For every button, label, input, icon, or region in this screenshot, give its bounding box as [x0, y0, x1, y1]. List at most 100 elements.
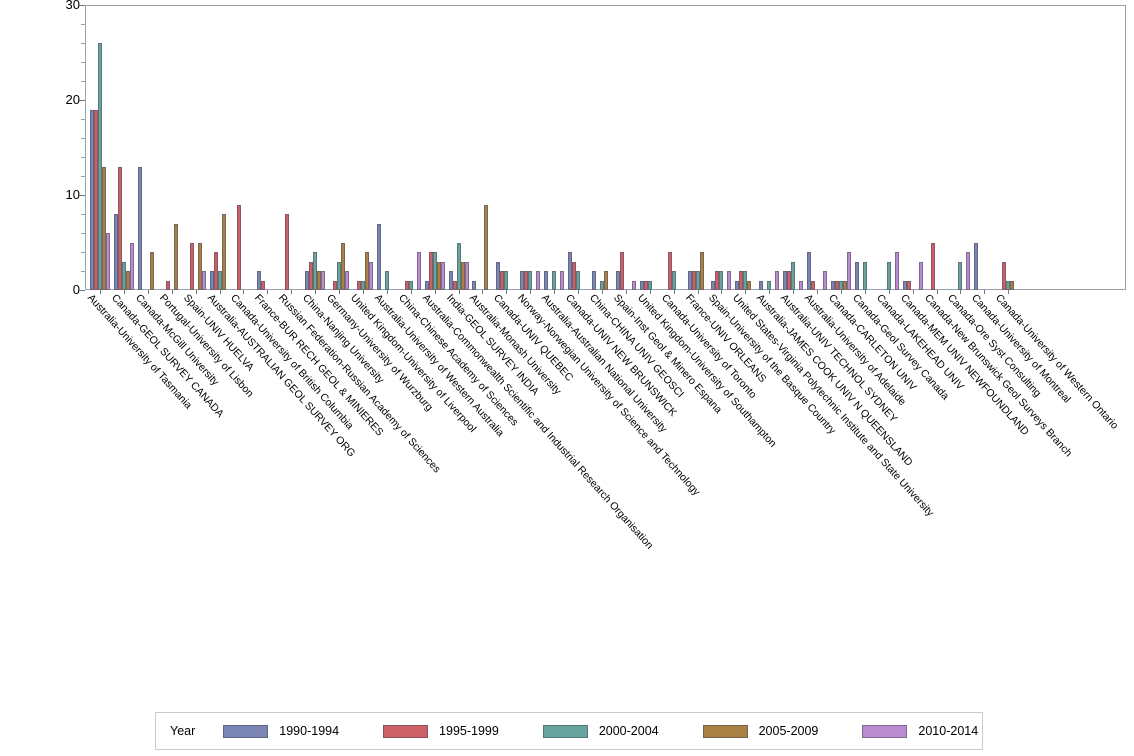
y-axis-minor-tick — [81, 119, 85, 120]
bar — [834, 280, 839, 290]
bar — [639, 280, 644, 290]
bar — [337, 261, 341, 290]
bar — [591, 271, 596, 290]
x-axis-tick — [888, 290, 890, 294]
x-axis-tick — [458, 290, 460, 294]
bar — [667, 252, 672, 290]
y-axis-minor-tick — [81, 271, 85, 272]
x-axis-tick — [434, 290, 436, 294]
x-axis-tick — [195, 290, 197, 294]
legend-label: 2005-2009 — [758, 724, 819, 738]
bar — [536, 271, 541, 290]
bar — [930, 242, 935, 290]
legend-item[interactable]: 2000-2004 — [542, 724, 659, 738]
bar — [747, 280, 752, 290]
x-axis-tick — [147, 290, 149, 294]
bar — [846, 252, 851, 290]
bar — [428, 252, 433, 290]
y-axis-minor-tick — [81, 176, 85, 177]
bar-group — [615, 5, 636, 294]
bar — [727, 271, 732, 290]
bar — [197, 242, 202, 290]
bar — [360, 280, 365, 290]
bar — [221, 214, 226, 290]
bar-group — [137, 5, 158, 294]
bar-group — [711, 5, 732, 294]
x-axis-tick — [578, 290, 579, 294]
bar — [209, 271, 214, 290]
bar-group — [902, 5, 923, 294]
bar — [568, 252, 572, 290]
y-axis-minor-tick — [81, 62, 85, 63]
legend: Year 1990-1994 1995-1999 2000-2004 2005-200… — [155, 712, 983, 750]
x-axis-tick — [625, 290, 627, 294]
bar — [376, 223, 381, 290]
x-axis-tick — [984, 290, 986, 294]
bar — [823, 271, 827, 290]
bar — [699, 252, 704, 290]
x-axis-tick — [601, 290, 603, 294]
y-tick-label: 20 — [65, 92, 80, 107]
bar-group — [233, 5, 253, 294]
bar — [189, 242, 194, 290]
bar — [341, 242, 345, 290]
bar — [305, 271, 310, 290]
bar-group — [927, 5, 947, 294]
bar — [424, 280, 429, 290]
bar — [520, 271, 525, 290]
y-axis-minor-tick — [81, 252, 85, 253]
bar — [572, 261, 576, 290]
legend-label: 2000-2004 — [598, 724, 659, 738]
x-axis-tick — [171, 290, 173, 294]
bar — [775, 271, 780, 290]
legend-item[interactable]: 2010-2014 — [862, 724, 978, 738]
bar — [102, 166, 106, 290]
y-axis-minor-tick — [81, 24, 85, 25]
bar — [117, 166, 122, 290]
bar — [966, 252, 971, 290]
x-axis-tick — [100, 290, 101, 294]
y-tick-label: 0 — [72, 282, 80, 297]
bar — [691, 271, 696, 290]
bar-group — [879, 5, 899, 294]
bar — [671, 271, 676, 290]
bar — [560, 271, 565, 290]
y-tick-label: 30 — [65, 0, 80, 12]
legend-label: 2010-2014 — [918, 724, 979, 738]
bar — [759, 280, 764, 290]
y-axis-minor-tick — [81, 214, 85, 215]
bar-group — [568, 5, 588, 294]
bar-group — [401, 5, 421, 294]
bar — [129, 242, 134, 290]
x-axis-tick — [817, 290, 818, 294]
bar — [687, 271, 692, 290]
bar-group — [974, 5, 994, 294]
bar-group — [544, 5, 565, 294]
legend-color-swatch — [702, 724, 748, 738]
legend-color-swatch — [223, 724, 269, 738]
bar-group — [472, 5, 492, 294]
x-axis-tick — [840, 290, 842, 294]
bar — [552, 271, 557, 290]
bar-group — [664, 5, 684, 294]
bar — [456, 242, 461, 290]
bar — [125, 271, 130, 290]
x-axis-tick — [530, 290, 532, 294]
legend-item[interactable]: 1995-1999 — [383, 724, 499, 738]
legend-item[interactable]: 2005-2009 — [702, 724, 819, 738]
bar — [217, 271, 222, 290]
legend-item[interactable]: 1990-1994 — [223, 724, 339, 738]
bar-group — [424, 5, 445, 294]
x-axis-tick — [386, 290, 388, 294]
bar-group — [591, 5, 612, 294]
x-axis-tick — [1008, 290, 1010, 294]
y-axis-minor-tick — [81, 81, 85, 82]
bar — [121, 261, 126, 290]
bar — [743, 271, 748, 290]
bar — [1006, 280, 1011, 290]
bar — [799, 280, 804, 290]
bar — [106, 233, 110, 290]
x-axis-tick — [721, 290, 723, 294]
x-axis-tick — [339, 290, 340, 294]
